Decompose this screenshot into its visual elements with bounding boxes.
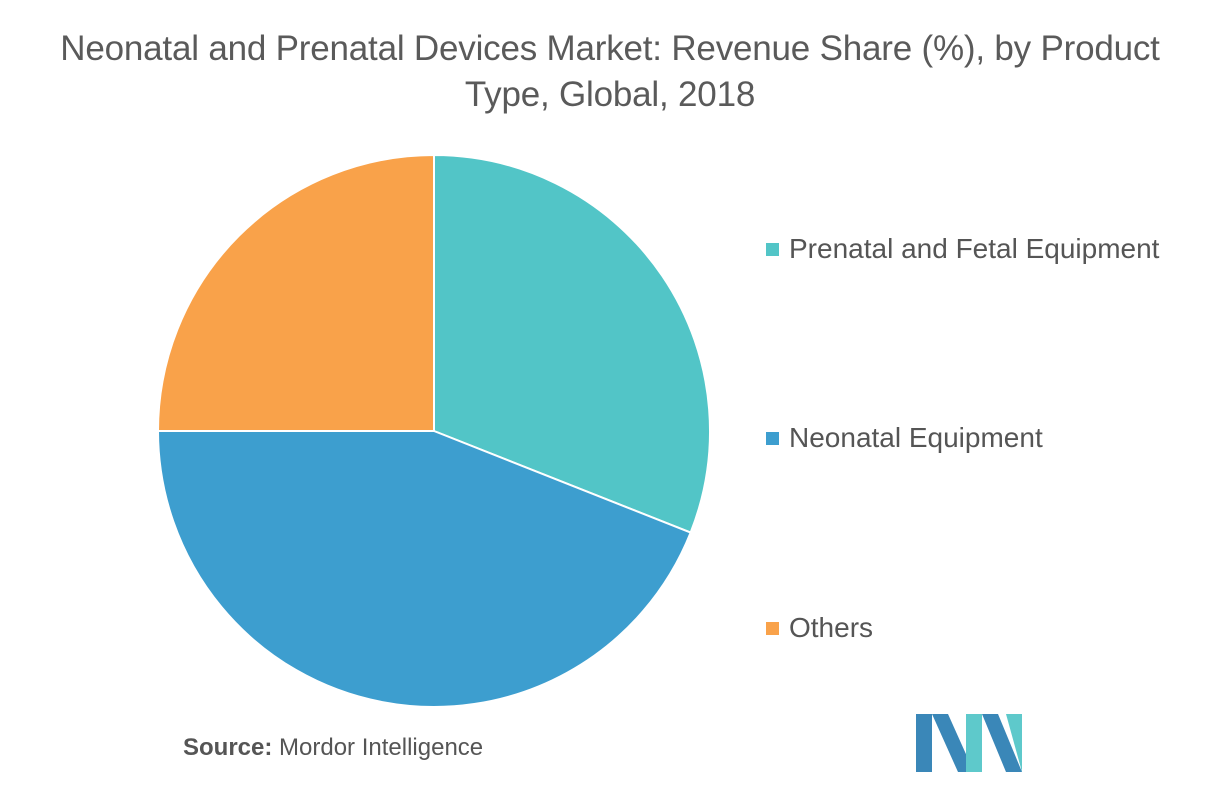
pie-slice-prenatal-fetal	[433, 153, 711, 534]
logo-shape-diagonal-2	[982, 714, 1022, 772]
legend-swatch	[766, 431, 779, 445]
chart-title: Neonatal and Prenatal Devices Market: Re…	[60, 29, 1160, 114]
source-label: Source:	[183, 734, 273, 761]
source-value: Mordor Intelligence	[279, 734, 484, 761]
pie-slice-neonatal	[156, 430, 692, 708]
logo-shape-diagonal-1	[932, 714, 974, 772]
legend-label: Neonatal Equipment	[789, 422, 1043, 453]
legend-swatch	[766, 242, 779, 256]
legend-swatch	[766, 621, 779, 635]
legend-item-prenatal-fetal: Prenatal and Fetal Equipment	[766, 229, 1159, 269]
legend-item-others: Others	[766, 608, 873, 648]
legend-item-neonatal: Neonatal Equipment	[766, 418, 1043, 458]
logo-shape-mid	[966, 714, 982, 772]
legend-label: Others	[789, 612, 874, 643]
logo-shape-left	[916, 714, 932, 772]
legend-label: Prenatal and Fetal Equipment	[789, 233, 1160, 264]
mordor-intelligence-logo-icon	[916, 714, 1022, 772]
pie-slice-others	[156, 153, 435, 432]
logo-shape-right	[1006, 714, 1022, 772]
source-note: Source: Mordor Intelligence	[183, 734, 483, 762]
